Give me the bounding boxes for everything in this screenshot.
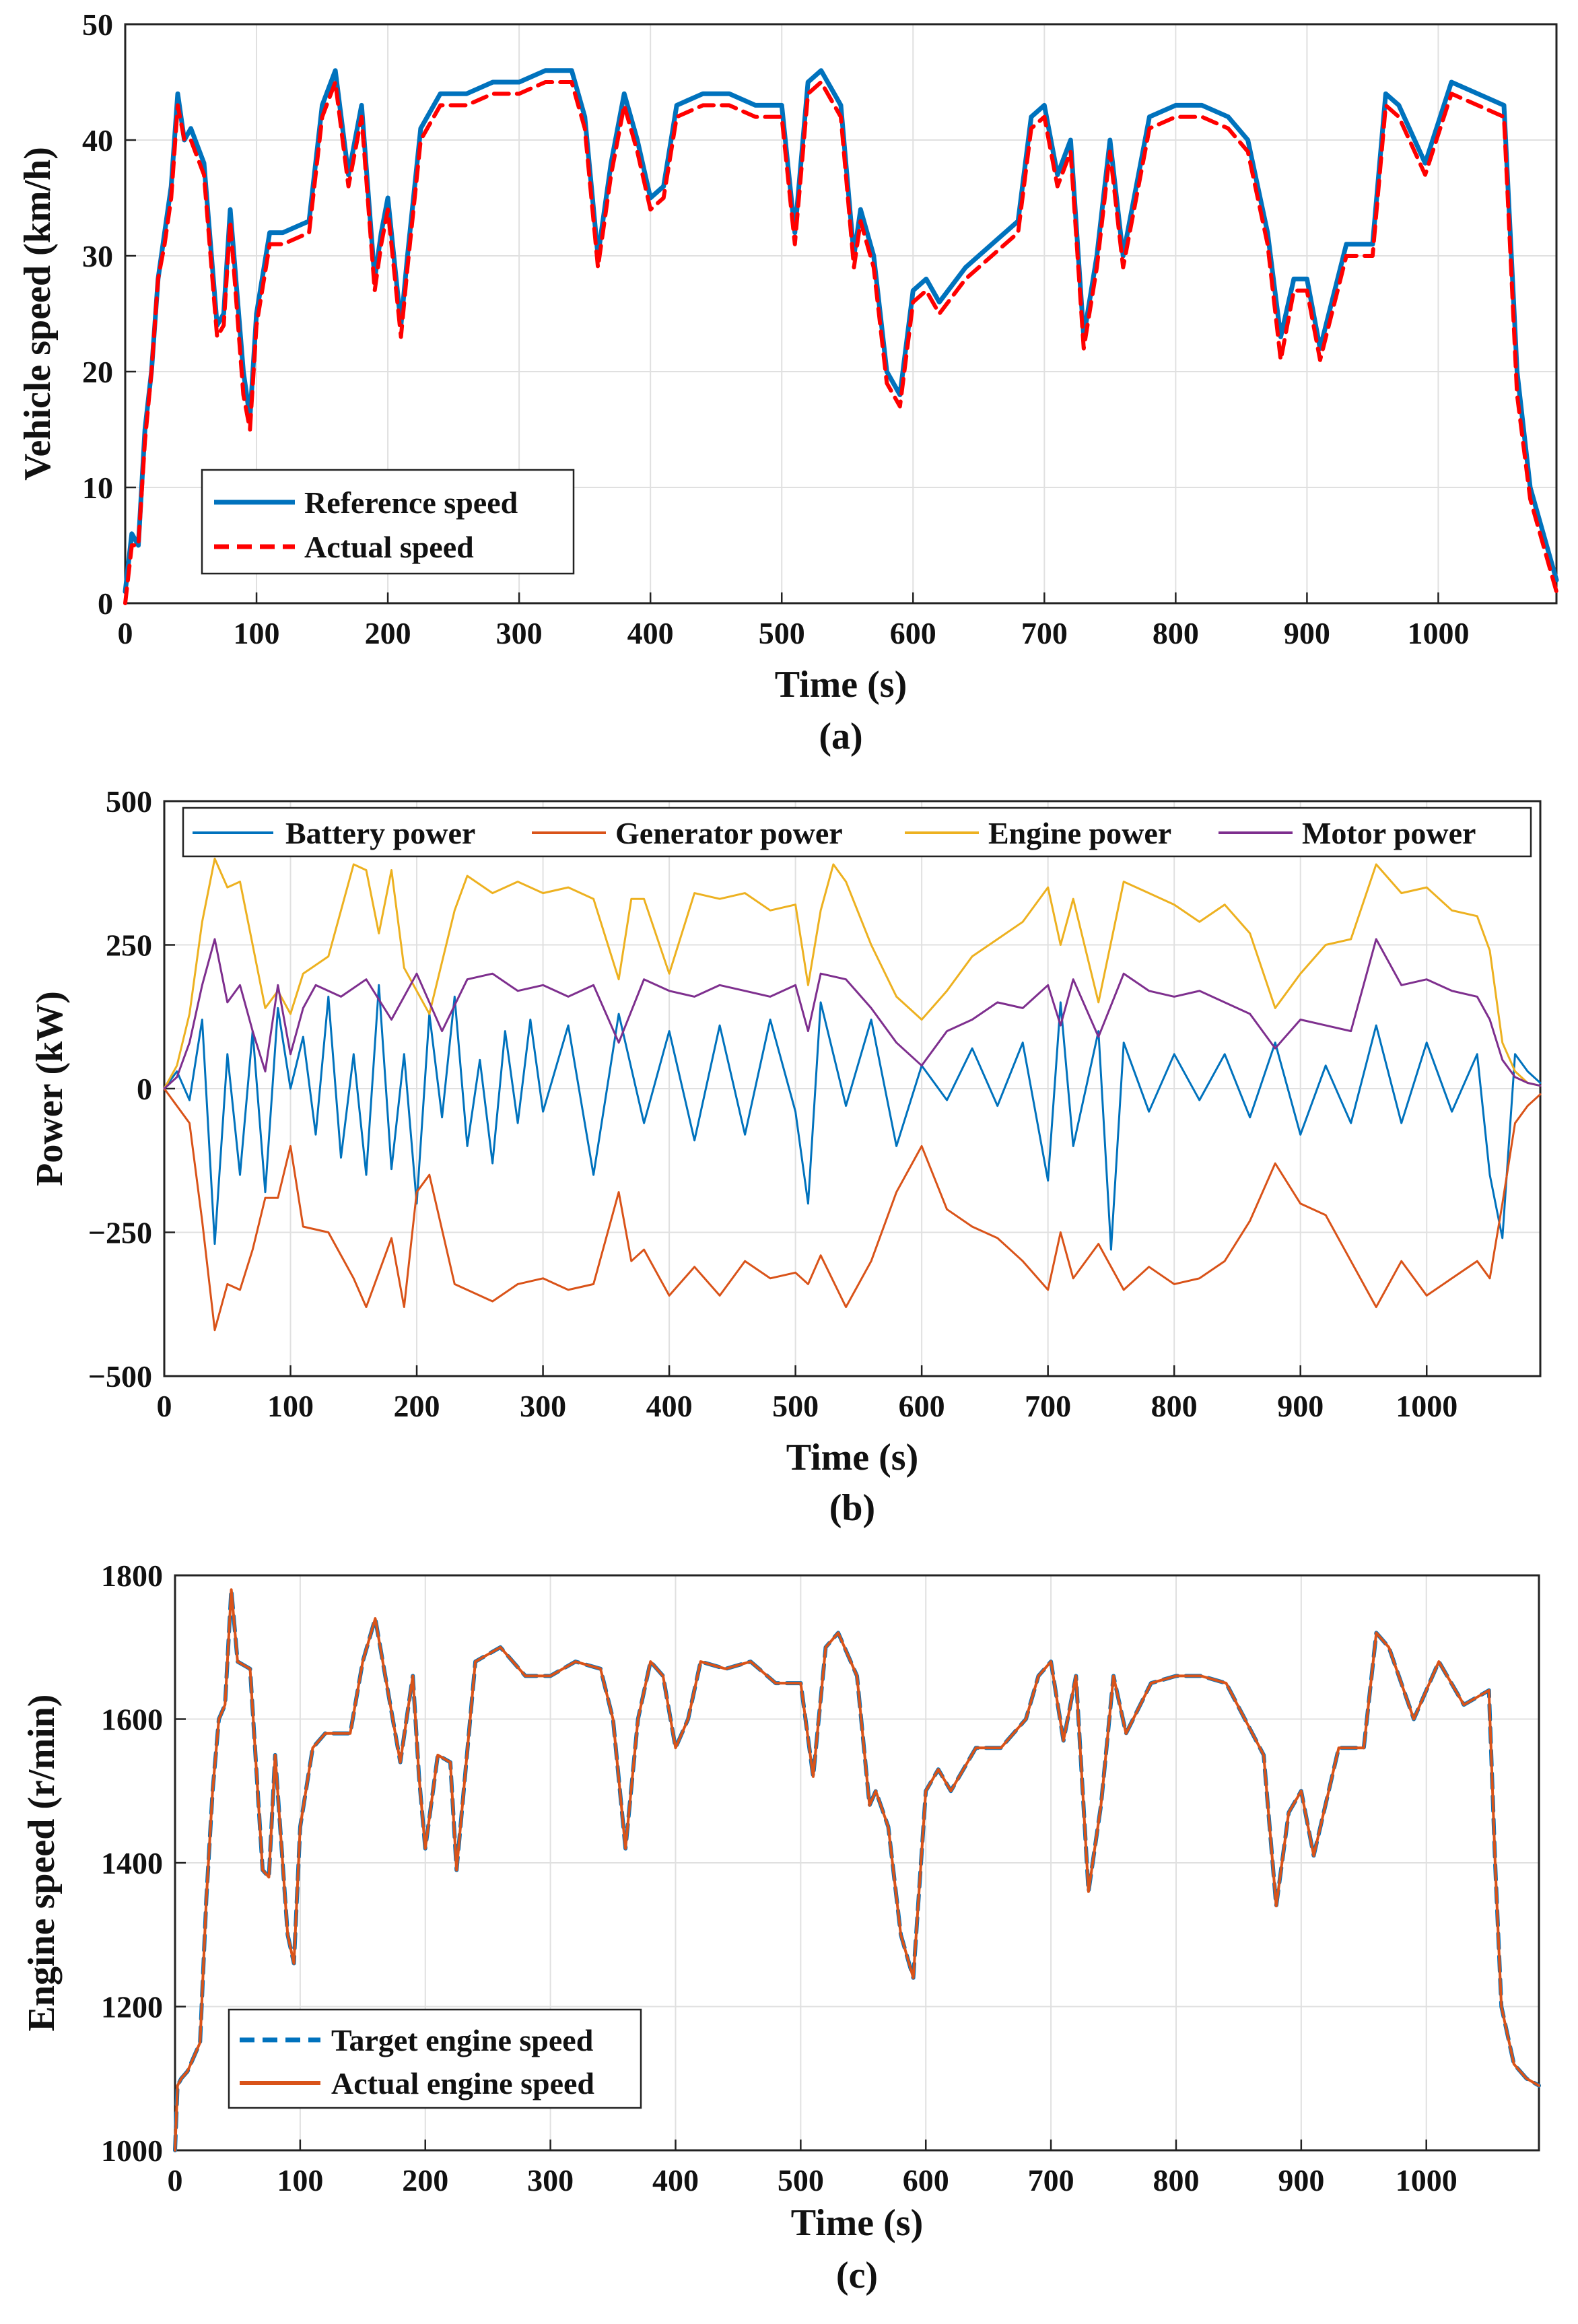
panel-a: 0 100 200 300 400 500 600 700 800 900 1000 0 10 20 30… bbox=[17, 7, 1559, 757]
y-axis-label-a: Vehicle speed (km/h) bbox=[17, 147, 59, 481]
x-tick-label: 0 bbox=[168, 2163, 183, 2197]
y-tick-label: 20 bbox=[82, 355, 113, 389]
legend-box-c bbox=[228, 2008, 642, 2109]
x-tick-label: 600 bbox=[899, 1389, 945, 1423]
legend-label-battery-power: Battery power bbox=[285, 816, 475, 850]
panel-caption-b: (b) bbox=[829, 1487, 875, 1529]
x-tick-label: 700 bbox=[1021, 616, 1068, 650]
y-tick-label: 500 bbox=[106, 784, 152, 819]
x-tick-label: 1000 bbox=[1396, 1389, 1457, 1423]
y-tick-label: 1800 bbox=[101, 1559, 163, 1593]
x-tick-label: 400 bbox=[652, 2163, 699, 2197]
panel-c: 0 100 200 300 400 500 600 700 800 900 1000 1000 120… bbox=[21, 1559, 1541, 2296]
x-tick-label: 0 bbox=[118, 616, 133, 650]
series-line-battery-power bbox=[163, 984, 1542, 1251]
x-tick-label: 300 bbox=[496, 616, 543, 650]
series-line-engine-power bbox=[163, 857, 1542, 1090]
series-line-motor-power bbox=[163, 938, 1542, 1090]
y-tick-label: 1000 bbox=[101, 2133, 163, 2168]
y-tick-label: 50 bbox=[82, 7, 113, 42]
legend-label-motor-power: Motor power bbox=[1302, 816, 1476, 850]
x-axis-label-c: Time (s) bbox=[791, 2202, 924, 2244]
x-tick-label: 400 bbox=[646, 1389, 693, 1423]
series-lines-a bbox=[123, 68, 1559, 605]
series-line-generator-power bbox=[163, 1087, 1542, 1332]
x-tick-label: 900 bbox=[1277, 1389, 1324, 1423]
series-lines-b bbox=[163, 857, 1542, 1332]
y-tick-label: 1200 bbox=[101, 1990, 163, 2024]
legend-c: Target engine speed Actual engine speed bbox=[228, 2008, 642, 2109]
plot-frame-c bbox=[174, 1574, 1540, 2152]
y-tick-label: −500 bbox=[88, 1359, 152, 1394]
x-tick-label: 600 bbox=[890, 616, 936, 650]
x-tick-label: 300 bbox=[527, 2163, 574, 2197]
x-tick-label: 700 bbox=[1025, 1389, 1071, 1423]
legend-a: Reference speed Actual speed bbox=[201, 469, 575, 575]
x-tick-label: 1000 bbox=[1396, 2163, 1457, 2197]
x-tick-label: 600 bbox=[903, 2163, 949, 2197]
series-lines-c bbox=[173, 1587, 1541, 2152]
legend-b: Battery power Generator power Engine pow… bbox=[182, 807, 1532, 858]
x-tick-label: 0 bbox=[157, 1389, 172, 1423]
y-tick-label: 30 bbox=[82, 239, 113, 273]
x-tick-label: 900 bbox=[1278, 2163, 1324, 2197]
x-tick-label: 300 bbox=[520, 1389, 566, 1423]
y-tick-label: 0 bbox=[98, 586, 113, 621]
x-ticks-c: 0 100 200 300 400 500 600 700 800 900 1000 bbox=[168, 2163, 1457, 2197]
legend-box-a bbox=[201, 469, 575, 575]
y-tick-label: 10 bbox=[82, 471, 113, 505]
y-tick-label: 40 bbox=[82, 123, 113, 158]
panel-caption-c: (c) bbox=[836, 2255, 878, 2296]
panel-caption-a: (a) bbox=[819, 716, 862, 757]
x-tick-label: 100 bbox=[234, 616, 280, 650]
x-axis-label-b: Time (s) bbox=[786, 1437, 919, 1478]
y-axis-label-b: Power (kW) bbox=[29, 991, 71, 1186]
plot-frame-a bbox=[124, 23, 1558, 605]
series-line-actual-engine-speed bbox=[174, 1588, 1540, 2152]
x-ticks-b: 0 100 200 300 400 500 600 700 800 900 1000 bbox=[157, 1389, 1458, 1423]
y-ticks-c: 1000 1200 1400 1600 1800 bbox=[101, 1559, 163, 2168]
x-ticks-a: 0 100 200 300 400 500 600 700 800 900 1000 bbox=[118, 616, 1470, 650]
panel-b: 0 100 200 300 400 500 600 700 800 900 1000 −500 −25… bbox=[29, 784, 1542, 1529]
y-tick-label: 1600 bbox=[101, 1703, 163, 1737]
x-tick-label: 200 bbox=[365, 616, 411, 650]
y-tick-label: 1400 bbox=[101, 1846, 163, 1880]
legend-label-reference-speed: Reference speed bbox=[304, 485, 518, 520]
x-axis-label-a: Time (s) bbox=[775, 664, 907, 706]
x-tick-label: 1000 bbox=[1407, 616, 1469, 650]
grid-b bbox=[163, 800, 1540, 1377]
y-ticks-a: 0 10 20 30 40 50 bbox=[82, 7, 113, 621]
x-tick-label: 200 bbox=[402, 2163, 448, 2197]
series-line-actual-speed bbox=[123, 80, 1558, 605]
legend-label-actual-engine-speed: Actual engine speed bbox=[331, 2066, 594, 2100]
y-tick-label: 0 bbox=[137, 1072, 152, 1106]
x-tick-label: 100 bbox=[267, 1389, 314, 1423]
x-tick-label: 500 bbox=[759, 616, 805, 650]
y-tick-label: −250 bbox=[88, 1216, 152, 1250]
legend-box-b bbox=[182, 807, 1532, 858]
legend-label-generator-power: Generator power bbox=[615, 816, 843, 850]
x-tick-label: 100 bbox=[277, 2163, 323, 2197]
x-tick-label: 400 bbox=[627, 616, 674, 650]
y-ticks-b: −500 −250 0 250 500 bbox=[88, 784, 152, 1394]
legend-label-engine-power: Engine power bbox=[988, 816, 1171, 850]
x-tick-label: 500 bbox=[772, 1389, 819, 1423]
x-tick-label: 800 bbox=[1153, 2163, 1199, 2197]
legend-label-target-engine-speed: Target engine speed bbox=[331, 2023, 594, 2057]
x-tick-label: 200 bbox=[394, 1389, 440, 1423]
x-tick-label: 700 bbox=[1028, 2163, 1074, 2197]
y-tick-label: 250 bbox=[106, 928, 152, 963]
x-tick-label: 800 bbox=[1151, 1389, 1198, 1423]
x-tick-label: 800 bbox=[1153, 616, 1199, 650]
x-tick-label: 500 bbox=[778, 2163, 824, 2197]
x-tick-label: 900 bbox=[1284, 616, 1330, 650]
legend-label-actual-speed: Actual speed bbox=[304, 530, 474, 564]
y-axis-label-c: Engine speed (r/min) bbox=[21, 1695, 63, 2032]
grid-a bbox=[124, 23, 1556, 605]
